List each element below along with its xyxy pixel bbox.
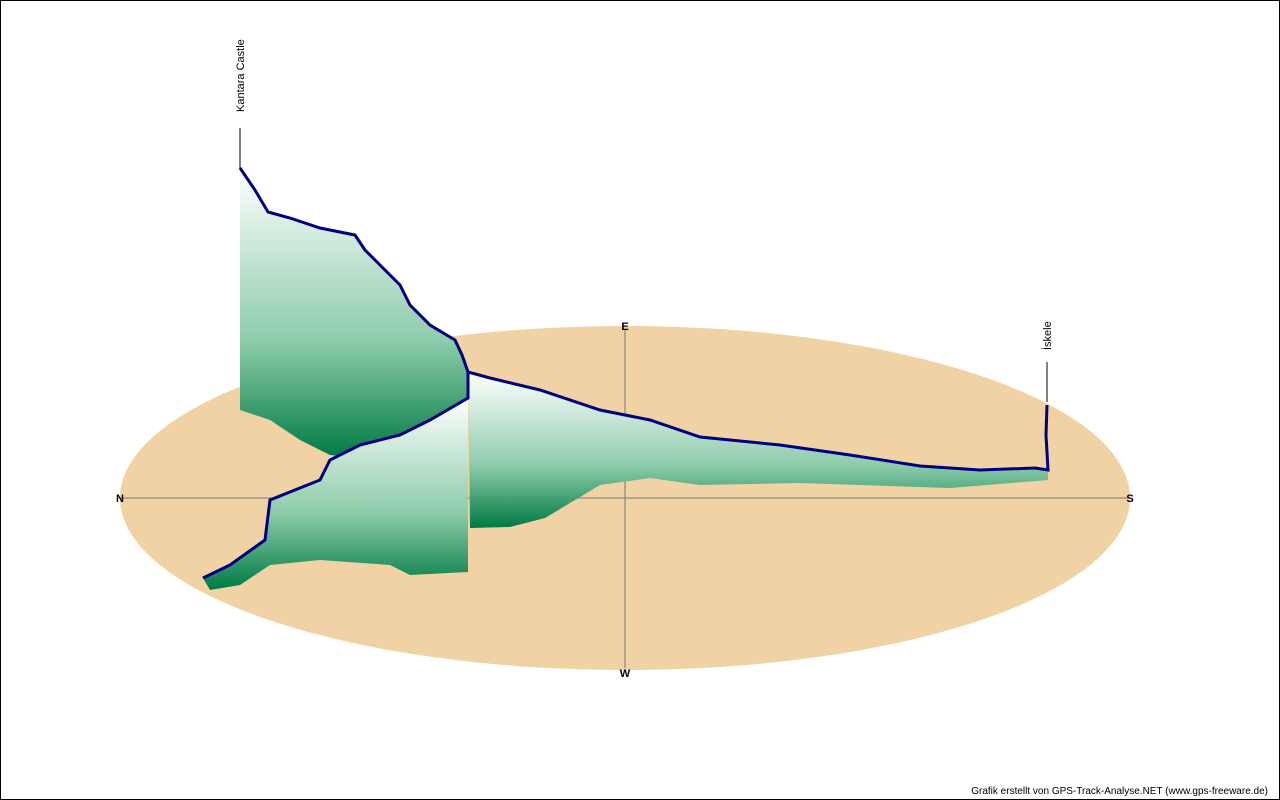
credit: Grafik erstellt von GPS-Track-Analyse.NE…	[971, 786, 1268, 797]
compass-east: E	[621, 321, 628, 333]
compass-south: S	[1126, 493, 1133, 505]
elevation-curtain	[240, 168, 468, 458]
compass-west: W	[620, 668, 631, 680]
track-line	[202, 372, 470, 580]
compass-north: N	[116, 493, 124, 505]
elevation-curtain	[203, 398, 468, 590]
waypoint-label: Kantara Castle	[235, 39, 247, 112]
waypoint-label: İskele	[1041, 321, 1054, 350]
elevation-curtain	[468, 372, 1048, 528]
